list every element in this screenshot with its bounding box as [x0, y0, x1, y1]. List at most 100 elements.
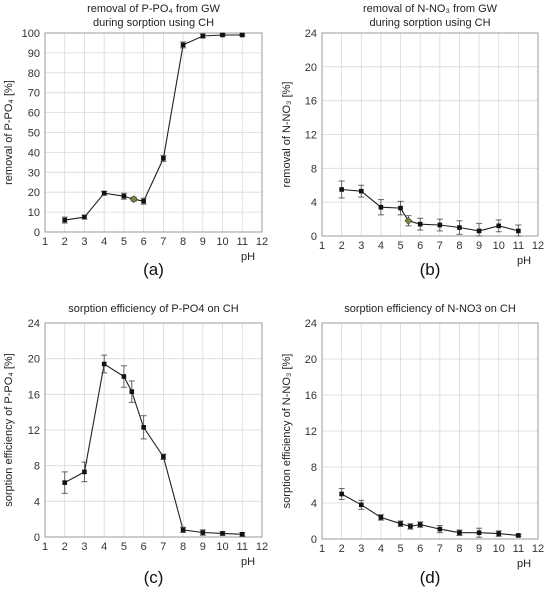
- y-tick-label: 0: [34, 532, 40, 544]
- data-point: [220, 531, 225, 536]
- data-point: [358, 188, 364, 194]
- y-tick-label: 0: [34, 227, 40, 239]
- x-tick-label: 10: [216, 236, 228, 248]
- x-tick-label: 3: [358, 240, 364, 252]
- data-point: [101, 190, 107, 196]
- x-tick-label: 10: [216, 541, 228, 553]
- y-tick-label: 16: [28, 389, 40, 401]
- data-point: [417, 221, 423, 227]
- data-point: [398, 205, 403, 211]
- y-tick-label: 16: [305, 96, 317, 108]
- data-point: [408, 524, 413, 529]
- data-point: [476, 530, 482, 535]
- y-tick-label: 10: [28, 207, 40, 219]
- x-tick-label: 5: [121, 236, 127, 248]
- chart-a: 1 2 3 4 5 6 7 8 9 10 11 120102030405060708090100rem…: [3, 3, 268, 279]
- panel-label: (c): [144, 568, 164, 587]
- x-tick-label: 6: [141, 236, 147, 248]
- data-point: [378, 515, 384, 520]
- x-tick-label: 4: [101, 236, 107, 248]
- data-point: [339, 187, 344, 192]
- x-tick-label: 8: [456, 240, 462, 252]
- data-point: [180, 527, 186, 533]
- data-point: [121, 374, 127, 379]
- data-point: [516, 228, 521, 234]
- y-tick-label: 24: [305, 28, 317, 40]
- data-point: [82, 214, 87, 220]
- x-tick-label: 9: [476, 543, 482, 555]
- x-tick-label: 5: [397, 543, 403, 555]
- y-axis-label: sorption efficiency of P-PO₄ [%]: [3, 353, 15, 506]
- x-tick-label: 4: [378, 240, 384, 252]
- x-tick-label: 6: [417, 543, 423, 555]
- data-point: [180, 42, 186, 48]
- y-axis-label: removal of P-PO₄ [%]: [3, 80, 15, 185]
- y-tick-label: 16: [305, 390, 317, 402]
- chart-title: removal of N-NO₃ from GW: [363, 3, 498, 15]
- data-point: [62, 480, 68, 485]
- y-tick-label: 20: [28, 187, 40, 199]
- x-tick-label: 1: [319, 240, 325, 252]
- panel-label: (d): [420, 568, 441, 587]
- y-tick-label: 4: [311, 498, 317, 510]
- y-axis-label: removal of N-NO₃ [%]: [281, 82, 293, 188]
- x-tick-label: 12: [256, 541, 268, 553]
- chart-title: during sorption using CH: [93, 17, 214, 29]
- y-tick-label: 8: [311, 462, 317, 474]
- x-axis-label: pH: [241, 251, 255, 263]
- data-point: [161, 454, 166, 460]
- x-tick-label: 3: [81, 541, 87, 553]
- x-tick-label: 2: [62, 236, 68, 248]
- x-tick-label: 3: [358, 543, 364, 555]
- data-point: [161, 156, 166, 161]
- y-tick-label: 12: [305, 426, 317, 438]
- data-point: [82, 469, 87, 475]
- data-point: [101, 361, 107, 367]
- x-tick-label: 11: [237, 541, 248, 553]
- chart-title: sorption efficiency of N-NO3 on CH: [344, 303, 516, 315]
- series-line: [341, 188, 519, 232]
- data-point: [239, 32, 245, 38]
- chart-title: sorption efficiency of P-PO4 on CH: [68, 303, 238, 315]
- y-tick-label: 20: [305, 354, 317, 366]
- x-tick-label: 12: [532, 240, 544, 252]
- y-tick-label: 40: [28, 147, 40, 159]
- y-tick-label: 80: [28, 68, 40, 80]
- data-point: [220, 32, 225, 38]
- y-tick-label: 8: [34, 461, 40, 473]
- data-point: [200, 33, 206, 39]
- x-tick-label: 7: [160, 236, 166, 248]
- data-point: [200, 530, 206, 535]
- data-point: [358, 502, 364, 508]
- x-tick-label: 3: [81, 236, 87, 248]
- x-tick-label: 2: [339, 543, 345, 555]
- y-tick-label: 0: [311, 534, 317, 546]
- x-tick-label: 9: [200, 236, 206, 248]
- data-point: [496, 223, 502, 229]
- x-tick-label: 1: [42, 541, 48, 553]
- x-tick-label: 7: [437, 543, 443, 555]
- data-point-highlight: [129, 195, 138, 204]
- y-tick-label: 20: [305, 62, 317, 74]
- x-tick-label: 8: [180, 236, 186, 248]
- y-tick-label: 8: [311, 163, 317, 175]
- y-tick-label: 100: [22, 28, 40, 40]
- y-tick-label: 4: [34, 496, 40, 508]
- x-tick-label: 10: [493, 240, 505, 252]
- panel-label: (b): [420, 260, 441, 279]
- panel-label: (a): [143, 260, 164, 279]
- data-point: [62, 217, 68, 223]
- series-line: [341, 493, 519, 536]
- x-tick-label: 9: [200, 541, 206, 553]
- x-tick-label: 2: [339, 240, 345, 252]
- x-tick-label: 11: [513, 240, 524, 252]
- x-tick-label: 8: [456, 543, 462, 555]
- x-tick-label: 12: [256, 236, 268, 248]
- y-tick-label: 24: [28, 318, 40, 330]
- data-point: [417, 522, 423, 527]
- data-point: [121, 193, 127, 199]
- x-tick-label: 11: [237, 236, 248, 248]
- x-tick-label: 6: [417, 240, 423, 252]
